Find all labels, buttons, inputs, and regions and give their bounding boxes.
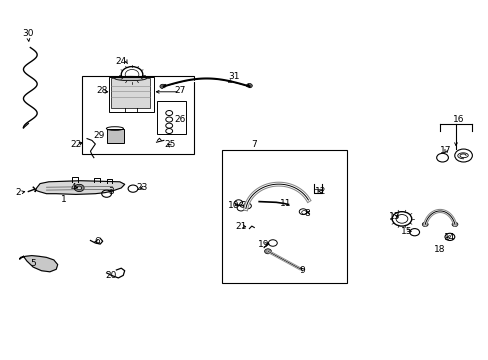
Text: 31: 31 <box>227 72 239 81</box>
Text: 8: 8 <box>304 209 309 217</box>
Text: 28: 28 <box>96 86 107 95</box>
Polygon shape <box>35 181 124 194</box>
Text: 24: 24 <box>115 57 127 66</box>
Text: 11: 11 <box>280 199 291 208</box>
Circle shape <box>264 249 271 254</box>
Text: 1: 1 <box>61 195 66 204</box>
Text: 12: 12 <box>314 187 325 196</box>
Bar <box>82 76 193 154</box>
Text: 22: 22 <box>70 140 81 149</box>
Text: 19: 19 <box>258 240 269 249</box>
Circle shape <box>451 222 457 226</box>
Text: 2: 2 <box>16 188 21 197</box>
Circle shape <box>246 84 252 88</box>
Bar <box>111 78 149 108</box>
Text: 17: 17 <box>439 146 451 155</box>
Circle shape <box>160 84 165 89</box>
Bar <box>106 129 123 143</box>
Text: 10: 10 <box>227 201 239 210</box>
Polygon shape <box>20 256 58 272</box>
Text: 9: 9 <box>299 266 305 275</box>
Text: 26: 26 <box>174 115 185 124</box>
Bar <box>222 150 346 283</box>
Circle shape <box>422 222 427 226</box>
Text: 23: 23 <box>136 183 147 192</box>
Text: 20: 20 <box>105 271 117 280</box>
Text: 7: 7 <box>251 140 257 149</box>
Text: 27: 27 <box>174 86 185 95</box>
Text: 25: 25 <box>164 140 176 149</box>
Text: 5: 5 <box>30 259 36 268</box>
Text: 6: 6 <box>94 238 100 247</box>
Bar <box>157 101 185 134</box>
Bar <box>108 77 153 112</box>
Ellipse shape <box>114 76 146 81</box>
Text: 13: 13 <box>388 212 400 221</box>
Text: 29: 29 <box>93 131 104 140</box>
Text: 4: 4 <box>70 183 76 192</box>
Text: 18: 18 <box>433 245 445 253</box>
Wedge shape <box>74 184 84 192</box>
Text: 3: 3 <box>108 187 114 196</box>
Text: 30: 30 <box>22 29 34 38</box>
Text: 14: 14 <box>443 233 455 242</box>
Text: 21: 21 <box>234 222 246 231</box>
Text: 16: 16 <box>452 115 464 124</box>
Text: 15: 15 <box>400 227 412 236</box>
